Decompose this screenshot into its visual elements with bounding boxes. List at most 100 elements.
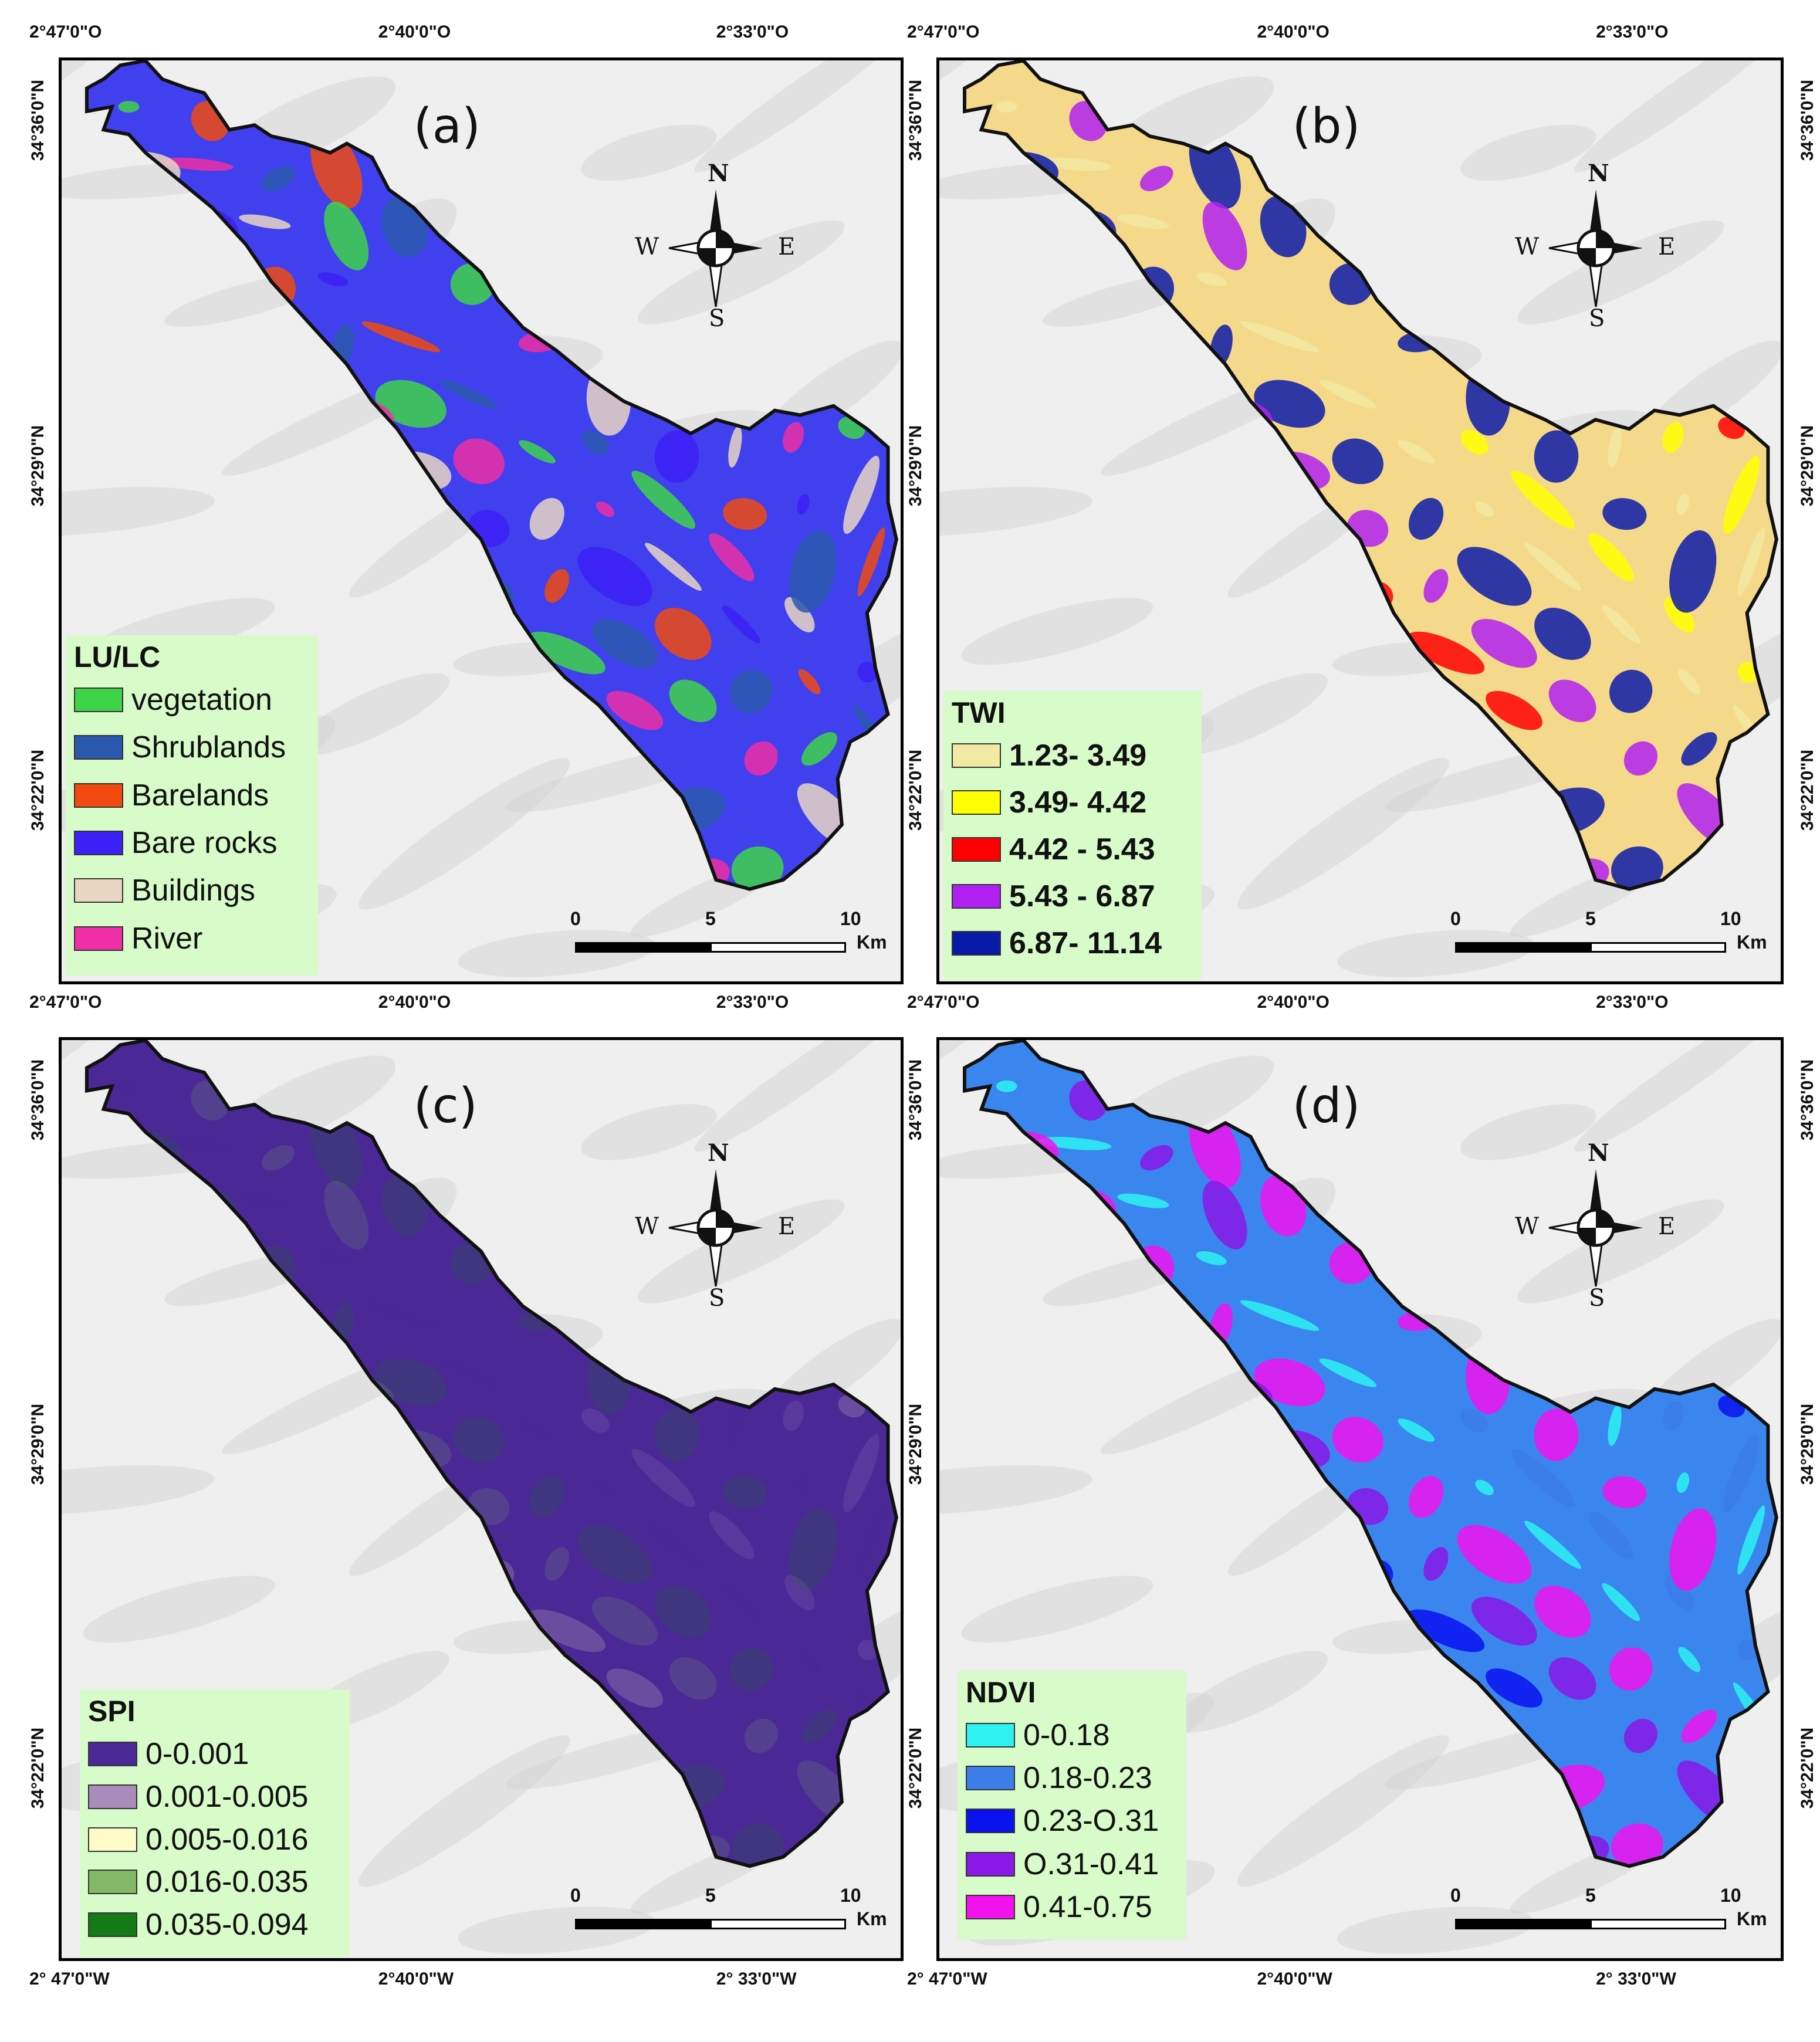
- compass-rose: N S W E: [635, 160, 795, 332]
- scale-tick-label: 5: [705, 1885, 716, 1906]
- class-patch: [669, 1657, 717, 1700]
- class-patch: [606, 690, 664, 730]
- class-patch: [596, 502, 615, 517]
- class-patch: [519, 440, 556, 463]
- legend-label: 0.41-0.75: [1023, 1889, 1152, 1924]
- class-patch: [1319, 1358, 1377, 1387]
- class-patch: [1117, 1193, 1169, 1208]
- class-patch: [1398, 440, 1435, 463]
- class-patch: [1511, 470, 1575, 529]
- class-patch: [592, 619, 658, 668]
- class-patch: [1196, 272, 1227, 286]
- class-patch: [1254, 380, 1325, 428]
- class-patch: [529, 497, 564, 540]
- class-patch: [1240, 321, 1320, 353]
- class-patch: [1623, 741, 1658, 776]
- latitude-label-left: 34°36'0"N: [906, 79, 925, 161]
- class-patch: [1611, 1823, 1663, 1867]
- hillshade-streak: [1173, 673, 1328, 756]
- legend-swatch: [74, 926, 123, 951]
- class-patch: [723, 498, 767, 530]
- class-patch: [722, 605, 760, 644]
- class-patch: [857, 527, 885, 597]
- compass-icon: [1548, 189, 1643, 307]
- class-patch: [1681, 1709, 1717, 1743]
- class-patch: [1202, 1180, 1247, 1249]
- hillshade-streak: [1173, 1651, 1328, 1733]
- class-patch: [1534, 608, 1591, 660]
- compass-south-label: S: [1589, 1285, 1605, 1312]
- class-patch: [783, 1400, 804, 1431]
- scale-segment-white: [1590, 1919, 1726, 1929]
- class-patch: [996, 1080, 1017, 1092]
- hillshade-basemap: [939, 60, 1781, 981]
- compass-icon: [1548, 1169, 1643, 1287]
- legend-label: Barelands: [131, 778, 269, 812]
- class-patch: [1423, 1547, 1449, 1581]
- class-patch: [1511, 1449, 1575, 1507]
- longitude-label-top: 2°33'0"O: [716, 22, 789, 42]
- longitude-label-top: 2°33'0"O: [1596, 22, 1669, 42]
- class-patch: [722, 1583, 760, 1621]
- class-patch: [1669, 530, 1717, 613]
- hillshade-streak: [1237, 758, 1449, 910]
- longitude-label-bottom: 2°47'0"O: [907, 993, 980, 1012]
- class-patch: [784, 597, 815, 632]
- scale-tick-label: 10: [840, 1885, 861, 1906]
- class-patch: [1608, 426, 1622, 468]
- class-patch: [361, 321, 441, 353]
- compass-icon: [668, 189, 763, 307]
- longitude-label-bottom: 2°40'0"O: [1257, 993, 1330, 1012]
- legend-item: 0.035-0.094: [88, 1907, 309, 1942]
- scale-segment-black: [1455, 1919, 1591, 1929]
- legend-label: 0.035-0.094: [146, 1908, 309, 1942]
- class-patch: [996, 100, 1017, 113]
- class-patch: [843, 455, 880, 534]
- class-patch: [1409, 1476, 1444, 1518]
- class-patch: [1117, 214, 1169, 229]
- scale-tick-label: 10: [1720, 908, 1741, 929]
- class-patch: [1407, 631, 1485, 675]
- class-patch: [1332, 1417, 1383, 1463]
- class-patch: [789, 1508, 837, 1591]
- latitude-label-right: 34°22'0"N: [1798, 750, 1817, 831]
- class-patch: [731, 846, 784, 889]
- compass-north-label: N: [1588, 160, 1609, 187]
- class-patch: [1678, 669, 1701, 695]
- hillshade-streak: [358, 758, 570, 910]
- class-patch: [1524, 543, 1581, 591]
- scale-segment-black: [575, 942, 711, 953]
- legend-label: 0.001-0.005: [146, 1779, 309, 1814]
- class-patch: [631, 470, 696, 529]
- scale-tick-label: 10: [1720, 1885, 1741, 1906]
- class-patch: [1202, 201, 1247, 270]
- legend-label: River: [131, 921, 203, 956]
- hillshade-streak: [458, 1906, 655, 1954]
- class-patch: [654, 1408, 699, 1461]
- scale-segment-white: [1590, 942, 1726, 953]
- panel-label: (d): [1292, 1078, 1361, 1134]
- class-patch: [1486, 690, 1542, 730]
- class-patch: [577, 1525, 652, 1584]
- scale-unit: Km: [1737, 932, 1767, 953]
- class-patch: [1471, 1597, 1537, 1646]
- compass-west-label: W: [1515, 233, 1540, 260]
- legend-item: 0.23-O.31: [966, 1803, 1159, 1838]
- watershed-boundary: [963, 1040, 1778, 1868]
- hillshade-streak: [358, 1735, 570, 1887]
- class-patch: [1475, 1479, 1494, 1495]
- legend-label: O.31-0.41: [1023, 1847, 1159, 1881]
- scale-segment-black: [1455, 942, 1591, 953]
- class-patch: [1460, 429, 1489, 455]
- compass-east-label: E: [778, 1213, 796, 1240]
- compass-west-label: W: [635, 233, 659, 260]
- hillshade-streak: [581, 1104, 717, 1160]
- legend-label: 1.23- 3.49: [1009, 739, 1147, 773]
- scale-segment-white: [710, 942, 846, 953]
- hillshade-streak: [638, 1199, 845, 1303]
- class-patch: [606, 1668, 664, 1708]
- longitude-label-bottom: 2° 47'0"W: [29, 1969, 110, 1989]
- legend: TWI 1.23- 3.49 3.49- 4.42 4.42 - 5.43 5.43 -…: [943, 691, 1202, 980]
- class-patch: [239, 214, 291, 229]
- watershed-boundary: [84, 1040, 898, 1868]
